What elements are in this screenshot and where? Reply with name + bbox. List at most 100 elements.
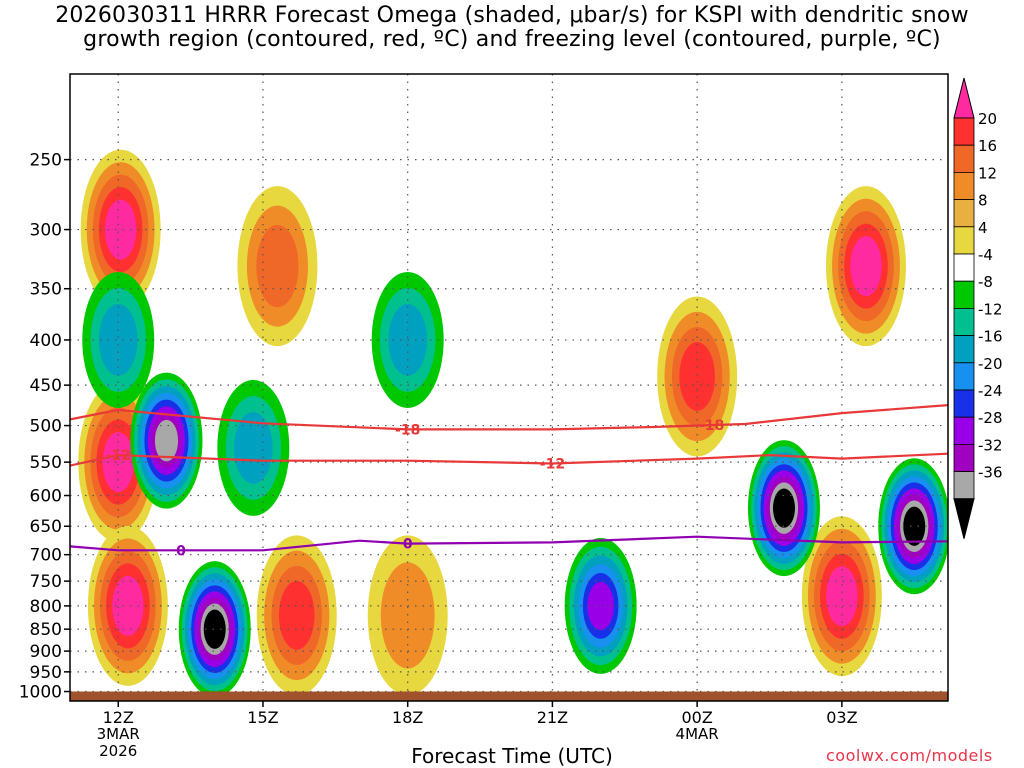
x-tick-label: 21Z: [537, 708, 568, 727]
colorbar-label: -32: [978, 436, 1003, 454]
y-tick-label: 450: [30, 376, 62, 396]
source-watermark: coolwx.com/models: [826, 746, 993, 765]
x-tick-sublabel: 2026: [99, 742, 137, 760]
colorbar-bottom-arrow: [953, 498, 975, 539]
contour-line: [70, 535, 948, 552]
x-tick-sublabel: 4MAR: [676, 725, 719, 743]
colorbar-swatch: [953, 226, 975, 255]
plot-frame: [69, 73, 949, 702]
omega-contour-fill: [102, 432, 134, 493]
colorbar-label: -28: [978, 409, 1003, 427]
omega-contour-fill: [679, 342, 715, 411]
colorbar-label: -16: [978, 328, 1003, 346]
omega-contour-fill: [233, 412, 273, 484]
y-tick-label: 1000: [19, 683, 62, 703]
omega-region: [825, 186, 906, 347]
omega-contour-fill: [104, 199, 137, 260]
contour-label: -18: [395, 422, 420, 438]
contour-label: 0: [176, 543, 186, 559]
omega-contour-fill: [256, 225, 299, 308]
colorbar-swatch: [953, 144, 975, 173]
colorbar-swatch: [953, 443, 975, 472]
colorbar-swatch: [953, 389, 975, 418]
omega-contour-fill: [826, 566, 858, 627]
y-tick-label: 850: [30, 620, 62, 640]
colorbar-legend: 20 16 12 8 4 -4 -8 -12 -16 -20 -24 -28 -32 -36: [953, 77, 1003, 539]
y-axis: 2503003504004505005506006507007508008509…: [19, 151, 70, 703]
y-tick-label: 400: [30, 331, 62, 351]
colorbar-label: -36: [978, 464, 1003, 482]
y-tick-label: 900: [30, 642, 62, 662]
omega-region: [178, 561, 251, 698]
omega-region: [747, 440, 820, 577]
omega-contour-fill: [587, 581, 614, 630]
colorbar-swatch: [953, 471, 975, 500]
colorbar-label: 8: [978, 192, 988, 210]
omega-region: [878, 458, 948, 595]
omega-region: [564, 537, 637, 674]
omega-contour-fill: [903, 506, 926, 546]
y-tick-label: 600: [30, 487, 62, 507]
colorbar-label: 20: [978, 110, 997, 128]
contour-label: 0: [403, 537, 413, 553]
colorbar-label: 16: [978, 137, 997, 155]
omega-contour-fill: [154, 419, 179, 462]
x-tick-sublabel: 3MAR: [97, 725, 140, 743]
omega-contour-fill: [98, 304, 138, 376]
x-axis-title: Forecast Time (UTC): [411, 744, 613, 768]
y-tick-label: 350: [30, 280, 62, 300]
y-tick-label: 250: [30, 151, 62, 171]
y-tick-label: 300: [30, 221, 62, 241]
omega-contour-fill: [203, 609, 226, 649]
omega-contour-fill: [772, 488, 795, 528]
colorbar-label: -12: [978, 300, 1003, 318]
temperature-contours: -18 -18 -12 -12 0 0: [70, 404, 948, 559]
contour-line: [70, 452, 948, 467]
y-tick-label: 800: [30, 597, 62, 617]
colorbar-swatch: [953, 199, 975, 228]
colorbar-label: -4: [978, 246, 993, 264]
colorbar-swatch: [953, 335, 975, 364]
contour-line: [70, 404, 948, 431]
omega-region: [80, 149, 161, 310]
colorbar-swatch: [953, 307, 975, 336]
colorbar-swatch: [953, 117, 975, 146]
omega-region: [256, 535, 337, 696]
chart-title-line-1: 2026030311 HRRR Forecast Omega (shaded, …: [55, 3, 969, 28]
omega-region: [801, 516, 882, 677]
x-tick-label: 00Z: [681, 708, 712, 727]
omega-region: [237, 186, 318, 347]
colorbar-swatch: [953, 362, 975, 391]
chart-title-line-2: growth region (contoured, red, ºC) and f…: [83, 27, 941, 52]
y-tick-label: 650: [30, 517, 62, 537]
omega-region: [657, 296, 738, 457]
y-tick-label: 550: [30, 453, 62, 473]
x-tick-label: 15Z: [247, 708, 278, 727]
contour-label: -18: [699, 418, 724, 434]
contour-label: -12: [540, 457, 565, 473]
x-tick-label: 03Z: [826, 708, 857, 727]
colorbar-top-arrow: [953, 77, 975, 119]
colorbar-label: -24: [978, 382, 1003, 400]
y-tick-label: 700: [30, 546, 62, 566]
x-tick-label: 18Z: [392, 708, 423, 727]
chart-title: 2026030311 HRRR Forecast Omega (shaded, …: [0, 4, 1024, 52]
y-tick-label: 950: [30, 663, 62, 683]
colorbar-swatch: [953, 171, 975, 200]
colorbar-label: 4: [978, 219, 988, 237]
omega-region: [82, 271, 155, 408]
omega-region: [130, 372, 203, 509]
colorbar-label: -20: [978, 355, 1003, 373]
omega-contour-fill: [112, 575, 144, 636]
colorbar-swatch: [953, 280, 975, 309]
colorbar-label: 12: [978, 164, 997, 182]
y-tick-label: 750: [30, 572, 62, 592]
ground-surface: [70, 691, 948, 701]
y-tick-label: 500: [30, 417, 62, 437]
omega-region: [87, 525, 168, 686]
colorbar-swatch: [953, 253, 975, 282]
omega-contour-fill: [278, 581, 315, 650]
colorbar-label: -8: [978, 273, 993, 291]
